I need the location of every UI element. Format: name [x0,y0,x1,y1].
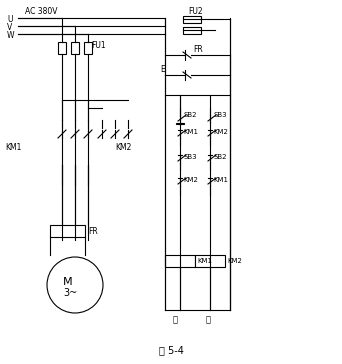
Text: KM1: KM1 [213,177,228,183]
Text: FU1: FU1 [91,41,106,51]
Text: KM2: KM2 [115,143,131,153]
Text: 3~: 3~ [63,288,77,298]
Text: KM2: KM2 [183,177,198,183]
Text: KM1: KM1 [5,143,21,153]
Text: KM1: KM1 [197,258,212,264]
Text: KM2: KM2 [227,258,242,264]
Text: E: E [160,66,165,75]
Text: 正: 正 [172,316,177,324]
Text: SB2: SB2 [213,154,226,160]
Text: W: W [7,31,14,40]
Text: KM1: KM1 [183,129,198,135]
Bar [50,225,85,237]
Text: FR: FR [193,46,203,55]
Text: 图 5-4: 图 5-4 [159,345,183,355]
Text: FU2: FU2 [188,8,202,16]
Text: 反: 反 [206,316,210,324]
Text: AC 380V: AC 380V [25,8,57,16]
Text: M: M [63,277,73,287]
Bar [165,255,195,267]
Bar [195,255,225,267]
Text: V: V [7,23,12,32]
Text: FR: FR [88,226,98,236]
Text: U: U [7,15,13,24]
Bar [71,42,79,54]
Bar [183,16,201,23]
Bar [183,27,201,34]
Bar [58,42,66,54]
Text: SB3: SB3 [183,154,197,160]
Text: SB3: SB3 [213,112,227,118]
Bar [84,42,92,54]
Text: KM2: KM2 [213,129,228,135]
Text: SB2: SB2 [183,112,197,118]
Bar [176,123,184,124]
